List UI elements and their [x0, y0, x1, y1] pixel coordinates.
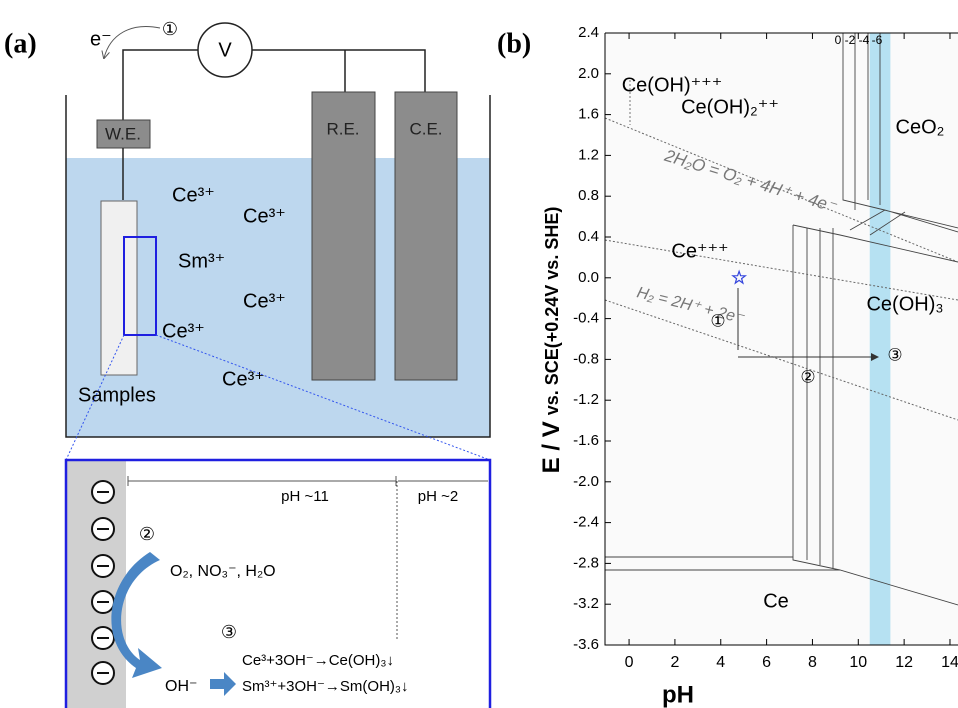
step: ② — [800, 367, 815, 386]
step: ② — [139, 524, 155, 544]
step: ① — [710, 311, 725, 330]
x-tick-label: 12 — [895, 654, 913, 671]
sample — [101, 201, 137, 375]
region-label: CeO₂ — [896, 116, 945, 138]
wires — [123, 50, 425, 120]
electrode-label: W.E. — [105, 124, 141, 143]
x-tick-label: 10 — [849, 654, 867, 671]
reactants: O₂, NO₃⁻, H₂O — [170, 563, 276, 580]
step: ① — [162, 19, 178, 39]
x-tick-label: 8 — [808, 654, 817, 671]
panel-a: (a) V e⁻ ① W.E. R.E. C.E. Ce³⁺ Ce³⁺ Sm³⁺… — [4, 19, 490, 708]
region-label: Ce(OH)⁺⁺⁺ — [622, 74, 723, 96]
concentration: -6 — [872, 33, 883, 47]
y-axis-label: E / V vs. SCE(+0.24V vs. SHE) — [538, 207, 565, 474]
panel-label: (a) — [4, 28, 37, 59]
ph-label: pH ~11 — [281, 488, 329, 505]
x-tick-label: 2 — [670, 654, 679, 671]
y-tick-label: -3.6 — [573, 636, 599, 653]
y-tick-label: -1.6 — [573, 432, 599, 449]
electrode-label: C.E. — [409, 119, 442, 138]
ion: Ce³⁺ — [172, 184, 215, 206]
x-tick-label: 14 — [941, 654, 958, 671]
step: ③ — [221, 622, 237, 642]
step: ③ — [887, 345, 902, 364]
concentration: 0 — [835, 33, 842, 47]
y-axis-label-sub: vs. SCE(+0.24V vs. SHE) — [542, 207, 562, 416]
y-tick-label: -2.4 — [573, 514, 599, 531]
region-label: Ce(OH)₂⁺⁺ — [681, 96, 779, 118]
y-tick-label: 0.8 — [578, 187, 599, 204]
x-tick-label: 0 — [625, 654, 634, 671]
y-tick-label: -0.8 — [573, 350, 599, 367]
panel-b: (b) 2H₂O = O₂ + 4H⁺ + 4e⁻ H₂ = 2H⁺ + 2e⁻… — [497, 24, 958, 708]
ion: Ce³⁺ — [243, 205, 286, 227]
y-axis-label-main: E / V — [538, 421, 565, 473]
samples-label: Samples — [78, 384, 156, 406]
y-tick-label: 0.4 — [578, 228, 599, 245]
ph-label: pH ~2 — [418, 488, 458, 505]
panel-label: (b) — [497, 28, 531, 59]
ion: Ce³⁺ — [243, 290, 286, 312]
reaction: Sm³⁺+3OH⁻→Sm(OH)₃↓ — [242, 678, 409, 695]
product: OH⁻ — [165, 678, 197, 695]
x-tick-label: 4 — [716, 654, 725, 671]
ion: Sm³⁺ — [178, 250, 225, 272]
y-tick-label: 2.4 — [578, 24, 599, 41]
region-label: Ce — [763, 590, 789, 612]
y-tick-label: 1.6 — [578, 106, 599, 123]
voltmeter-label: V — [218, 39, 232, 61]
electrode-label: R.E. — [326, 119, 359, 138]
y-tick-label: 2.0 — [578, 65, 599, 82]
y-tick-label: -2.8 — [573, 554, 599, 571]
y-tick-label: -1.2 — [573, 391, 599, 408]
reaction: Ce³+3OH⁻→Ce(OH)₃↓ — [242, 652, 394, 669]
ion: Ce³⁺ — [222, 368, 265, 390]
block-arrow — [210, 672, 236, 696]
ion: Ce³⁺ — [162, 320, 205, 342]
electron: e⁻ — [90, 28, 112, 50]
figure: (a) V e⁻ ① W.E. R.E. C.E. Ce³⁺ Ce³⁺ Sm³⁺… — [0, 0, 958, 708]
concentration: -4 — [859, 33, 870, 47]
y-tick-label: -0.4 — [573, 310, 599, 327]
dimension-line — [128, 476, 488, 486]
y-tick-label: -3.2 — [573, 595, 599, 612]
x-tick-label: 6 — [762, 654, 771, 671]
y-tick-label: -2.0 — [573, 473, 599, 490]
region-label: Ce⁺⁺⁺ — [671, 240, 728, 262]
electron-arrow — [104, 27, 160, 58]
y-tick-label: 0.0 — [578, 269, 599, 286]
region-label: Ce(OH)₃ — [866, 293, 943, 315]
concentration: -2 — [845, 33, 856, 47]
y-tick-label: 1.2 — [578, 146, 599, 163]
x-axis-label: pH — [662, 681, 694, 708]
